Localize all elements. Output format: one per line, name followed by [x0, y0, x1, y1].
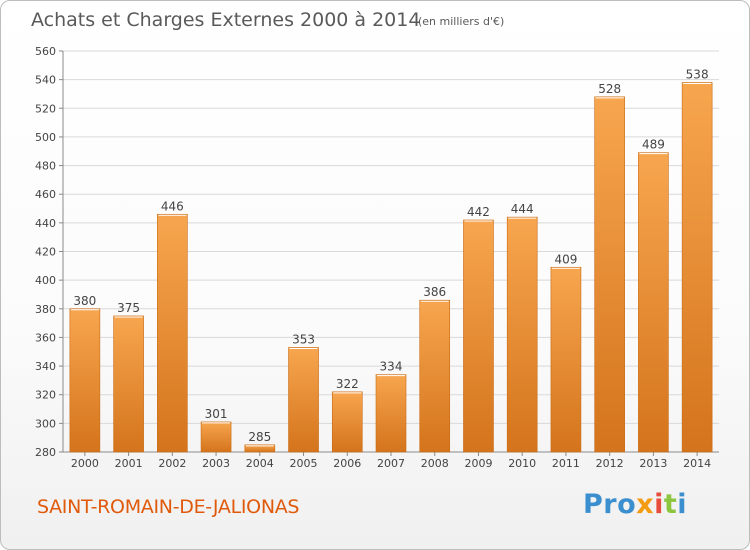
y-tick-label: 500 [35, 131, 56, 144]
logo-part: i [677, 489, 688, 520]
bar [638, 152, 669, 453]
data-label: 446 [161, 199, 184, 213]
data-label: 386 [423, 285, 446, 299]
bar [200, 421, 232, 453]
bar [681, 82, 713, 453]
y-tick-label: 440 [35, 217, 56, 230]
y-tick-label: 400 [35, 274, 56, 287]
x-tick-label: 2006 [333, 457, 361, 470]
bar [419, 299, 451, 453]
x-tick-label: 2005 [290, 457, 318, 470]
logo-part: Pro [583, 489, 637, 520]
data-label: 489 [642, 138, 665, 152]
bar [375, 374, 407, 453]
bar [113, 315, 144, 453]
logo-part: t [663, 489, 678, 520]
data-labels: 380 375 446 301 285 353 322 334 386 442 444 409 528 4… [73, 68, 708, 444]
y-tick-label: 560 [35, 45, 56, 58]
data-label: 353 [292, 332, 315, 346]
x-tick-label: 2004 [246, 457, 274, 470]
x-tick-label: 2002 [158, 457, 186, 470]
y-tick-label: 320 [35, 389, 56, 402]
data-label: 442 [467, 205, 490, 219]
x-tick-label: 2010 [508, 457, 536, 470]
bar [288, 347, 319, 453]
commune-name: SAINT-ROMAIN-DE-JALIONAS [37, 496, 300, 518]
data-label: 334 [380, 360, 403, 374]
data-label: 322 [336, 377, 359, 391]
y-tick-label: 540 [35, 74, 56, 87]
data-label: 409 [554, 252, 577, 266]
logo-part: i [654, 489, 664, 520]
x-tick-label: 2013 [639, 457, 667, 470]
bar [550, 266, 582, 453]
y-tick-label: 460 [35, 188, 56, 201]
bar [463, 219, 494, 453]
proxiti-logo: Proxiti [583, 489, 687, 520]
y-tick-label: 360 [35, 331, 56, 344]
x-tick-label: 2012 [596, 457, 624, 470]
x-tick-label: 2009 [464, 457, 492, 470]
x-tick-label: 2003 [202, 457, 230, 470]
data-label: 444 [511, 202, 534, 216]
chart-title: Achats et Charges Externes 2000 à 2014 [31, 9, 421, 31]
y-tick-label: 420 [35, 246, 56, 259]
x-tick-label: 2001 [115, 457, 143, 470]
data-label: 528 [598, 82, 621, 96]
y-tick-label: 280 [35, 446, 56, 459]
data-label: 285 [248, 430, 271, 444]
bar [506, 216, 538, 453]
x-tick-labels: 2000 2001 2002 2003 2004 2005 2006 2007 2008 2009… [71, 457, 711, 470]
logo-part: x [636, 489, 655, 520]
bar [69, 308, 101, 453]
data-label: 380 [73, 294, 96, 308]
bars [69, 82, 713, 453]
y-tick-label: 380 [35, 303, 56, 316]
x-tick-label: 2007 [377, 457, 405, 470]
x-tick-label: 2008 [421, 457, 449, 470]
bar [331, 391, 363, 453]
x-tick-label: 2014 [683, 457, 711, 470]
bar [244, 444, 276, 453]
y-tick-label: 300 [35, 417, 56, 430]
y-tick-label: 480 [35, 160, 56, 173]
bar [594, 96, 625, 453]
data-label: 538 [686, 68, 709, 82]
data-label: 375 [117, 301, 140, 315]
bar [157, 213, 188, 453]
x-tick-label: 2011 [552, 457, 580, 470]
data-label: 301 [205, 407, 228, 421]
x-tick-label: 2000 [71, 457, 99, 470]
y-tick-label: 340 [35, 360, 56, 373]
y-tick-labels: 280 300 320 340 360 380 400 420 440 460 480 500 520 5… [35, 45, 56, 459]
y-tick-label: 520 [35, 102, 56, 115]
chart-subtitle: (en milliers d'€) [418, 15, 505, 28]
